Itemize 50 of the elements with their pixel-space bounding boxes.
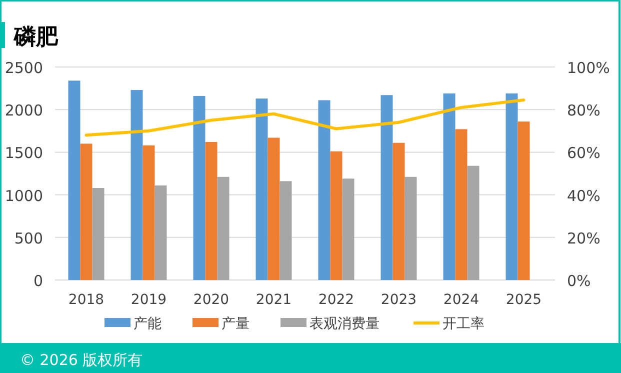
y-tick-label: 1500 — [4, 144, 43, 162]
bar — [467, 166, 480, 280]
bar — [205, 142, 218, 280]
bar — [443, 93, 456, 280]
legend-label: 产量 — [222, 316, 250, 332]
legend-label: 产能 — [134, 316, 162, 332]
y2-tick-label: 100% — [567, 59, 610, 77]
bar — [392, 142, 405, 280]
x-tick-label: 2020 — [193, 292, 230, 308]
y2-tick-label: 0% — [567, 272, 591, 290]
bar — [318, 100, 330, 280]
x-tick-label: 2019 — [130, 292, 167, 308]
bar — [68, 80, 80, 280]
bar — [342, 178, 354, 280]
legend-label: 表观消费量 — [310, 316, 380, 332]
y-tick-label: 1000 — [4, 186, 43, 205]
bar — [380, 95, 393, 280]
bar — [506, 93, 518, 280]
x-tick-label: 2023 — [380, 292, 417, 308]
bar — [330, 151, 342, 280]
y-tick-label: 2000 — [4, 102, 43, 120]
bar — [280, 181, 292, 280]
bar — [130, 90, 143, 280]
x-tick-label: 2022 — [318, 292, 354, 308]
y-tick-label: 0 — [33, 272, 43, 290]
x-tick-label: 2024 — [443, 292, 480, 308]
bar — [193, 96, 206, 280]
y-tick-label: 2500 — [4, 59, 43, 77]
y2-tick-label: 80% — [567, 102, 600, 120]
y2-tick-label: 60% — [567, 144, 600, 162]
bar — [256, 98, 268, 280]
bar — [268, 138, 280, 280]
y-tick-label: 500 — [14, 229, 43, 248]
text: © 2026 版权所有 — [20, 351, 143, 369]
bar — [142, 145, 155, 280]
legend-label: 开工率 — [442, 316, 484, 332]
y2-tick-label: 20% — [567, 229, 600, 248]
bar — [92, 188, 104, 280]
bar — [217, 176, 230, 280]
chart-title: 磷肥 — [13, 25, 59, 50]
y2-tick-label: 40% — [567, 186, 600, 205]
x-tick-label: 2021 — [256, 292, 292, 308]
line-series — [84, 98, 526, 137]
bar — [80, 144, 92, 280]
bar — [518, 122, 530, 280]
bar — [154, 185, 167, 280]
x-tick-label: 2018 — [68, 292, 104, 308]
x-tick-label: 2025 — [506, 292, 542, 308]
bar — [455, 129, 468, 280]
bar — [404, 176, 417, 280]
